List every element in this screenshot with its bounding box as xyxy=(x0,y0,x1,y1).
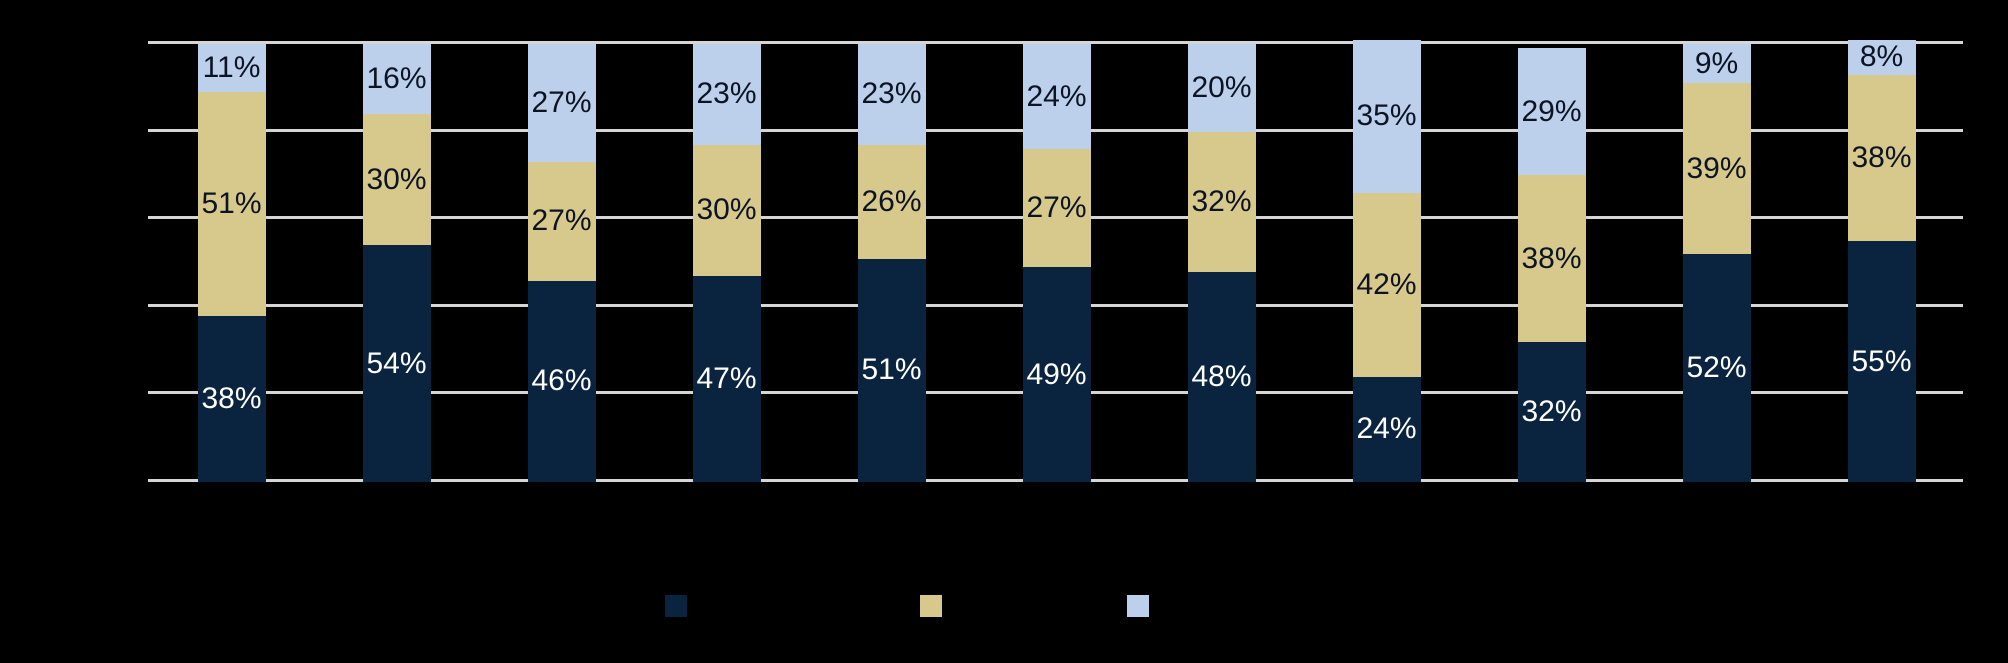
bar-6 xyxy=(1022,44,1091,482)
navy-bottom-segment xyxy=(197,315,266,482)
value-label: 9% xyxy=(1694,46,1739,80)
lightblue-top-segment xyxy=(527,44,596,163)
bar-11 xyxy=(1847,39,1916,482)
value-label: 54% xyxy=(366,346,427,380)
value-label: 35% xyxy=(1356,99,1417,133)
navy-bottom-segment xyxy=(1517,341,1586,482)
tan-middle-segment xyxy=(1352,192,1421,377)
lightblue-top-segment xyxy=(1022,44,1091,150)
value-label: 24% xyxy=(1356,412,1417,446)
value-label: 26% xyxy=(861,184,922,218)
value-label: 29% xyxy=(1521,94,1582,128)
bar-8 xyxy=(1352,39,1421,482)
tan-middle-segment xyxy=(857,144,926,259)
value-label: 30% xyxy=(696,193,757,227)
value-label: 32% xyxy=(1521,394,1582,428)
navy-bottom-segment xyxy=(1847,241,1916,482)
value-label: 27% xyxy=(1026,191,1087,225)
lightblue-top-segment xyxy=(1187,44,1256,132)
lightblue-top-segment xyxy=(1517,48,1586,176)
navy-bottom-segment xyxy=(857,258,926,482)
value-label: 46% xyxy=(531,364,592,398)
tan-middle-segment xyxy=(527,162,596,281)
value-label: 48% xyxy=(1191,359,1252,393)
value-label: 38% xyxy=(201,381,262,415)
value-label: 20% xyxy=(1191,70,1252,104)
value-label: 38% xyxy=(1521,241,1582,275)
value-label: 8% xyxy=(1859,40,1904,74)
lightblue-top-segment xyxy=(692,44,761,145)
navy-bottom-segment xyxy=(527,280,596,482)
lightblue-top-segment xyxy=(857,44,926,145)
bar-7 xyxy=(1187,44,1256,482)
tan-middle-segment xyxy=(197,92,266,316)
value-label: 51% xyxy=(201,186,262,220)
value-label: 27% xyxy=(531,86,592,120)
navy-bottom-segment xyxy=(1187,271,1256,482)
value-label: 42% xyxy=(1356,267,1417,301)
tan-middle-segment xyxy=(1022,149,1091,268)
bar-5 xyxy=(857,44,926,482)
tan-middle-segment xyxy=(1847,74,1916,242)
lightblue-top-segment xyxy=(1352,39,1421,193)
value-label: 24% xyxy=(1026,79,1087,113)
value-label: 47% xyxy=(696,362,757,396)
tan-middle-segment xyxy=(1682,83,1751,255)
value-label: 30% xyxy=(366,162,427,196)
value-label: 52% xyxy=(1686,351,1747,385)
value-label: 55% xyxy=(1851,344,1912,378)
value-label: 16% xyxy=(366,62,427,96)
value-label: 32% xyxy=(1191,184,1252,218)
navy-bottom-segment xyxy=(1682,254,1751,482)
tan-middle-segment xyxy=(1187,131,1256,272)
bar-10 xyxy=(1682,44,1751,482)
value-label: 49% xyxy=(1026,357,1087,391)
navy-bottom-segment xyxy=(362,245,431,482)
bar-4 xyxy=(692,44,761,482)
bar-2 xyxy=(362,44,431,482)
value-label: 23% xyxy=(861,77,922,111)
value-label: 39% xyxy=(1686,151,1747,185)
bar-3 xyxy=(527,44,596,482)
value-label: 27% xyxy=(531,204,592,238)
gridline xyxy=(148,41,1963,44)
navy-bottom-segment xyxy=(692,276,761,482)
value-label: 11% xyxy=(202,51,261,85)
tan-middle-segment xyxy=(1517,175,1586,342)
value-label: 51% xyxy=(861,353,922,387)
tan-middle-segment xyxy=(692,144,761,277)
navy-bottom-segment xyxy=(1022,267,1091,482)
tan-middle-segment xyxy=(362,114,431,246)
bar-9 xyxy=(1517,48,1586,482)
lightblue-top-segment xyxy=(1682,44,1751,84)
value-label: 38% xyxy=(1851,140,1912,174)
navy-bottom-segment xyxy=(1352,376,1421,482)
value-label: 23% xyxy=(696,77,757,111)
lightblue-top-segment xyxy=(197,44,266,93)
lightblue-top-segment xyxy=(1847,39,1916,75)
lightblue-top-segment xyxy=(362,44,431,115)
bar-1 xyxy=(197,44,266,482)
